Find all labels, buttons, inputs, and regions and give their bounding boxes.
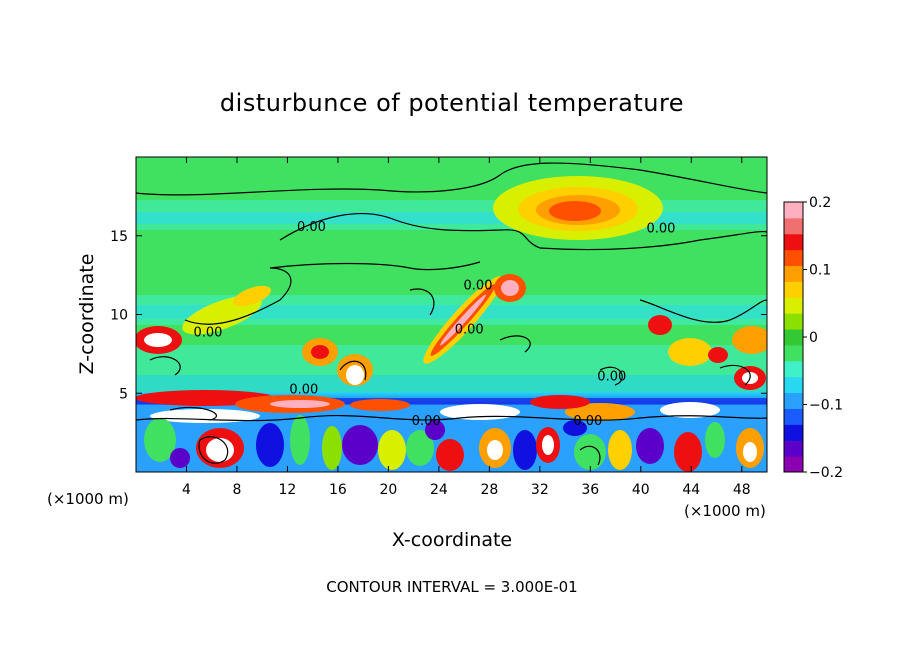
colorbar-swatch bbox=[784, 424, 803, 441]
colorbar-swatch bbox=[784, 297, 803, 314]
x-unit-right: (×1000 m) bbox=[684, 502, 766, 520]
x-axis-title: X-coordinate bbox=[392, 529, 512, 551]
x-unit-left: (×1000 m) bbox=[47, 490, 129, 508]
x-tick-label: 48 bbox=[733, 482, 751, 498]
colorbar-swatch bbox=[784, 440, 803, 457]
contour-label: 0.00 bbox=[455, 322, 484, 337]
colorbar-tick-label: 0.2 bbox=[809, 195, 831, 211]
x-tick-label: 16 bbox=[329, 482, 347, 498]
colorbar-swatch bbox=[784, 313, 803, 330]
x-tick-label: 28 bbox=[480, 482, 498, 498]
y-tick-label: 10 bbox=[110, 308, 128, 324]
chart-title: disturbunce of potential temperature bbox=[220, 89, 684, 117]
colorbar-swatch bbox=[784, 217, 803, 235]
x-tick-label: 20 bbox=[379, 482, 397, 498]
x-tick-label: 4 bbox=[182, 482, 191, 498]
contour-interval-note: CONTOUR INTERVAL = 3.000E-01 bbox=[326, 578, 577, 596]
colorbar-tick-label: 0.1 bbox=[809, 263, 831, 279]
colorbar-swatch bbox=[784, 329, 803, 346]
y-tick-label: 15 bbox=[110, 229, 128, 245]
contour-label: 0.00 bbox=[412, 414, 441, 429]
colorbar: 0.2 0.1 0 −0.1 −0.2 bbox=[783, 195, 843, 481]
contour-label: 0.00 bbox=[647, 222, 676, 237]
colorbar-swatch bbox=[784, 360, 803, 378]
colorbar-swatch bbox=[784, 456, 803, 473]
colorbar-tick-label: −0.1 bbox=[809, 398, 843, 414]
colorbar-tick-label: −0.2 bbox=[809, 465, 843, 481]
contour-label: 0.00 bbox=[289, 382, 318, 397]
x-tick-label: 8 bbox=[232, 482, 241, 498]
y-axis-title: Z-coordinate bbox=[76, 254, 98, 375]
contour-labels: 0.00 0.00 0.00 0.00 0.00 0.00 0.00 0.00 0.00 bbox=[193, 220, 675, 429]
x-axis: 4 8 12 16 20 24 28 32 36 40 44 48 bbox=[182, 157, 751, 498]
colorbar-swatch bbox=[784, 408, 803, 425]
contour-label: 0.00 bbox=[297, 220, 326, 235]
y-axis: 5 10 15 bbox=[110, 229, 767, 402]
colorbar-swatch bbox=[784, 202, 803, 219]
contour-label: 0.00 bbox=[597, 370, 626, 385]
colorbar-swatch bbox=[784, 392, 803, 409]
x-tick-label: 24 bbox=[430, 482, 448, 498]
contour-label: 0.00 bbox=[573, 414, 602, 429]
contour-lines bbox=[136, 162, 767, 466]
heatmap-field bbox=[136, 157, 767, 472]
contour-label: 0.00 bbox=[193, 326, 222, 341]
colorbar-tick-label: 0 bbox=[809, 330, 818, 346]
x-tick-label: 40 bbox=[632, 482, 650, 498]
colorbar-swatch bbox=[784, 281, 803, 298]
colorbar-swatch bbox=[784, 344, 803, 362]
colorbar-swatch bbox=[784, 376, 803, 394]
x-tick-label: 12 bbox=[279, 482, 297, 498]
colorbar-swatch bbox=[784, 265, 803, 282]
contour-label: 0.00 bbox=[464, 278, 493, 293]
y-tick-label: 5 bbox=[119, 386, 128, 402]
x-tick-label: 36 bbox=[581, 482, 599, 498]
x-tick-label: 44 bbox=[682, 482, 700, 498]
colorbar-swatch bbox=[784, 249, 803, 267]
x-tick-label: 32 bbox=[531, 482, 549, 498]
colorbar-swatch bbox=[784, 233, 803, 251]
